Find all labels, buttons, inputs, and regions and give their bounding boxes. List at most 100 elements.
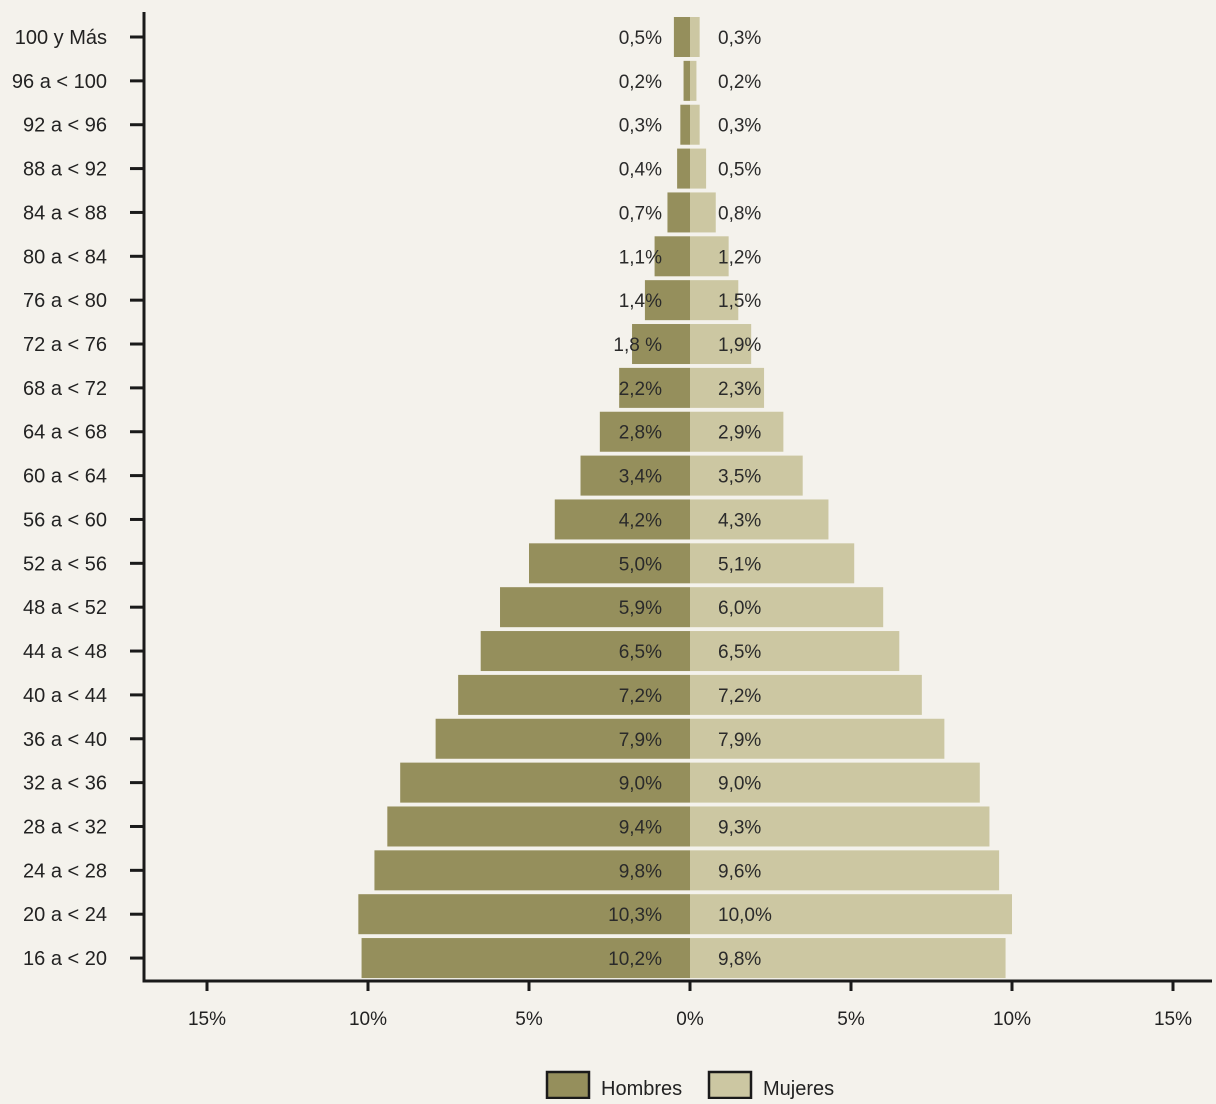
bar-mujeres bbox=[690, 60, 697, 101]
value-label-mujeres: 9,3% bbox=[718, 817, 761, 838]
value-label-hombres: 1,4% bbox=[619, 291, 662, 312]
category-label: 32 a < 36 bbox=[23, 773, 107, 795]
value-label-hombres: 0,3% bbox=[619, 116, 662, 137]
category-label: 80 a < 84 bbox=[23, 246, 107, 268]
value-label-mujeres: 1,9% bbox=[718, 335, 761, 356]
value-label-mujeres: 0,8% bbox=[718, 203, 761, 224]
category-label: 20 a < 24 bbox=[23, 904, 107, 926]
category-label: 76 a < 80 bbox=[23, 290, 107, 312]
value-label-mujeres: 6,5% bbox=[718, 642, 761, 663]
bar-mujeres bbox=[690, 192, 716, 233]
bar-hombres bbox=[632, 324, 690, 365]
bar-hombres bbox=[644, 280, 690, 321]
legend-label-hombres: Hombres bbox=[601, 1078, 682, 1099]
bar-hombres bbox=[400, 762, 690, 803]
value-label-mujeres: 6,0% bbox=[718, 598, 761, 619]
bar-mujeres bbox=[690, 455, 803, 496]
category-label: 84 a < 88 bbox=[23, 202, 107, 224]
category-label: 44 a < 48 bbox=[23, 641, 107, 663]
value-label-hombres: 1,8 % bbox=[613, 335, 662, 356]
bar-hombres bbox=[500, 587, 690, 628]
bar-hombres bbox=[387, 806, 690, 847]
value-label-mujeres: 0,2% bbox=[718, 72, 761, 93]
value-label-hombres: 7,2% bbox=[619, 686, 662, 707]
bar-mujeres bbox=[690, 587, 884, 628]
bar-mujeres bbox=[690, 148, 707, 189]
value-label-mujeres: 7,2% bbox=[718, 686, 761, 707]
category-label: 16 a < 20 bbox=[23, 948, 107, 970]
x-tick-label: 10% bbox=[349, 1009, 387, 1030]
bar-mujeres bbox=[690, 104, 700, 145]
value-label-mujeres: 9,6% bbox=[718, 861, 761, 882]
bar-mujeres bbox=[690, 762, 980, 803]
bar-mujeres bbox=[690, 411, 784, 452]
value-label-hombres: 9,0% bbox=[619, 774, 662, 795]
value-label-hombres: 2,8% bbox=[619, 423, 662, 444]
value-label-mujeres: 9,8% bbox=[718, 949, 761, 970]
bar-hombres bbox=[677, 148, 690, 189]
value-label-mujeres: 0,5% bbox=[718, 160, 761, 181]
x-tick-label: 5% bbox=[837, 1009, 865, 1030]
value-label-mujeres: 0,3% bbox=[718, 116, 761, 137]
category-label: 48 a < 52 bbox=[23, 597, 107, 619]
value-label-mujeres: 4,3% bbox=[718, 510, 761, 531]
bar-mujeres bbox=[690, 718, 945, 759]
bar-mujeres bbox=[690, 367, 765, 408]
category-label: 24 a < 28 bbox=[23, 860, 107, 882]
x-tick-label: 5% bbox=[515, 1009, 543, 1030]
category-label: 72 a < 76 bbox=[23, 334, 107, 356]
bar-hombres bbox=[458, 674, 690, 715]
bar-mujeres bbox=[690, 236, 729, 277]
bar-mujeres bbox=[690, 17, 700, 57]
value-label-mujeres: 10,0% bbox=[718, 905, 772, 926]
bar-hombres bbox=[480, 631, 690, 672]
bar-hombres bbox=[529, 543, 690, 584]
category-label: 100 y Más bbox=[15, 27, 107, 49]
value-label-hombres: 4,2% bbox=[619, 510, 662, 531]
value-label-hombres: 0,4% bbox=[619, 160, 662, 181]
category-label: 28 a < 32 bbox=[23, 816, 107, 838]
x-tick-label: 0% bbox=[676, 1009, 704, 1030]
value-label-hombres: 0,7% bbox=[619, 203, 662, 224]
bar-hombres bbox=[654, 236, 690, 277]
bar-mujeres bbox=[690, 499, 829, 540]
value-label-hombres: 9,4% bbox=[619, 817, 662, 838]
bar-mujeres bbox=[690, 631, 900, 672]
value-label-hombres: 1,1% bbox=[619, 247, 662, 268]
bar-hombres bbox=[680, 104, 690, 145]
value-label-hombres: 2,2% bbox=[619, 379, 662, 400]
value-label-mujeres: 7,9% bbox=[718, 730, 761, 751]
category-label: 68 a < 72 bbox=[23, 378, 107, 400]
category-label: 88 a < 92 bbox=[23, 159, 107, 181]
category-label: 96 a < 100 bbox=[12, 71, 107, 93]
value-label-mujeres: 3,5% bbox=[718, 467, 761, 488]
value-label-mujeres: 1,2% bbox=[718, 247, 761, 268]
category-label: 60 a < 64 bbox=[23, 466, 107, 488]
value-label-hombres: 3,4% bbox=[619, 467, 662, 488]
bar-hombres bbox=[358, 894, 690, 935]
value-label-hombres: 10,2% bbox=[608, 949, 662, 970]
x-tick-label: 15% bbox=[188, 1009, 226, 1030]
category-label: 56 a < 60 bbox=[23, 509, 107, 531]
legend-swatch-hombres bbox=[545, 1070, 591, 1100]
value-label-mujeres: 2,3% bbox=[718, 379, 761, 400]
bar-mujeres bbox=[690, 806, 990, 847]
bar-hombres bbox=[673, 17, 690, 57]
legend-label-mujeres: Mujeres bbox=[763, 1078, 834, 1099]
bar-mujeres bbox=[690, 850, 1000, 891]
value-label-hombres: 0,2% bbox=[619, 72, 662, 93]
value-label-hombres: 5,9% bbox=[619, 598, 662, 619]
value-label-mujeres: 5,1% bbox=[718, 554, 761, 575]
category-label: 92 a < 96 bbox=[23, 115, 107, 137]
value-label-mujeres: 9,0% bbox=[718, 774, 761, 795]
bar-hombres bbox=[667, 192, 690, 233]
legend-swatch-mujeres bbox=[707, 1070, 753, 1100]
bar-mujeres bbox=[690, 894, 1012, 935]
bar-mujeres bbox=[690, 543, 855, 584]
bar-hombres bbox=[683, 60, 690, 101]
value-label-hombres: 6,5% bbox=[619, 642, 662, 663]
bar-mujeres bbox=[690, 938, 1006, 979]
bar-hombres bbox=[599, 411, 690, 452]
